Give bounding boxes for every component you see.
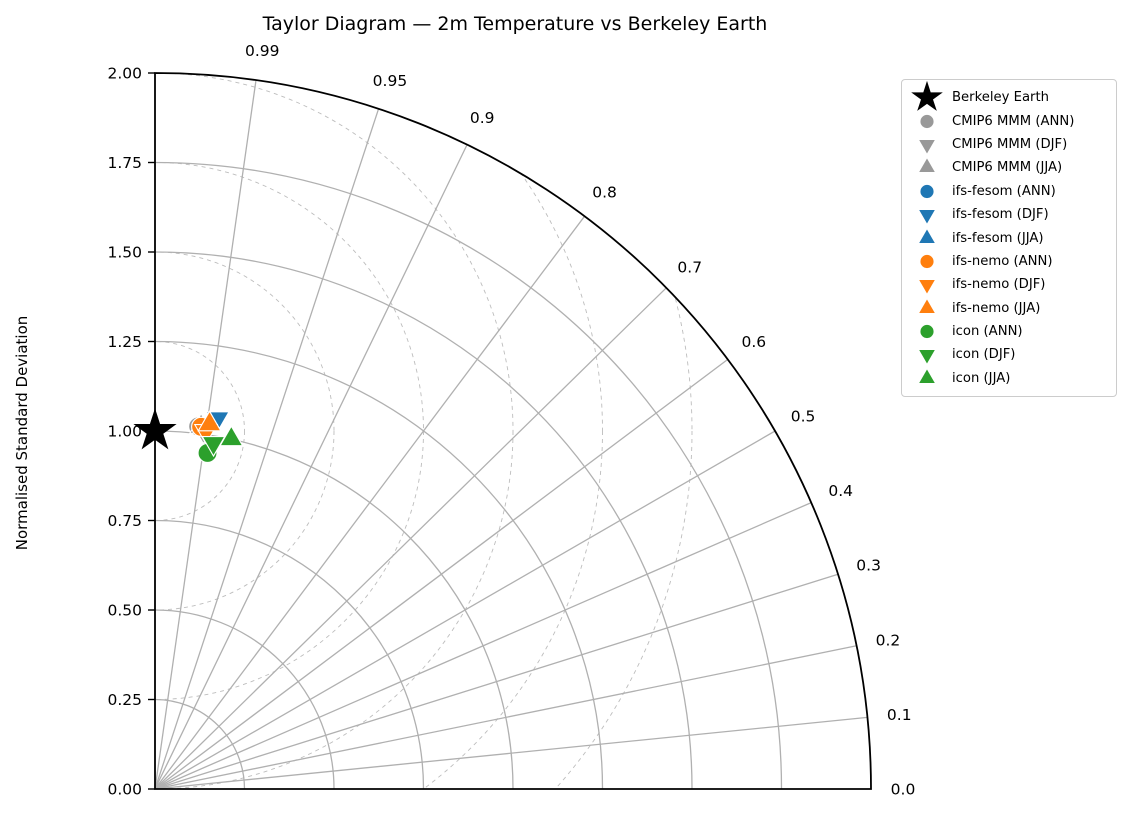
triangle-down-icon (908, 343, 946, 366)
triangle-down-icon (908, 273, 946, 296)
triangle-up-icon (908, 367, 946, 390)
correlation-tick-label: 0.3 (856, 557, 881, 575)
triangle-up-icon (908, 227, 946, 250)
legend-entry-cmip6-mmm-ann: CMIP6 MMM (ANN) (908, 109, 1110, 132)
circle-icon (908, 110, 946, 133)
std-grid-arc (154, 251, 693, 790)
correlation-grid-line (154, 716, 868, 790)
legend-entry-ifs-fesom-ann: ifs-fesom (ANN) (908, 180, 1110, 203)
radial-tick-label: 2.00 (107, 65, 142, 83)
std-grid-arc (154, 609, 335, 790)
legend-entry-icon-ann: icon (ANN) (908, 320, 1110, 343)
correlation-grid-line (154, 215, 586, 790)
correlation-tick-label: 0.7 (677, 258, 702, 276)
triangle-up-icon (908, 156, 946, 179)
legend-label: CMIP6 MMM (ANN) (952, 113, 1075, 129)
correlation-grid-line (154, 645, 857, 790)
triangle-down-icon (908, 203, 946, 226)
radial-tick-label: 0.25 (107, 691, 142, 709)
legend-label: CMIP6 MMM (JJA) (952, 160, 1063, 176)
correlation-tick-label: 0.99 (245, 42, 280, 60)
legend-entry-berkeley-earth: Berkeley Earth (908, 81, 1110, 112)
legend-label: icon (DJF) (952, 347, 1016, 363)
correlation-grid-line (154, 502, 812, 790)
rms-contour (155, 73, 514, 789)
rms-contour (155, 251, 335, 611)
star-icon (908, 81, 946, 112)
series-marker-icon-jja (219, 425, 244, 447)
legend-label: Berkeley Earth (952, 90, 1049, 106)
radial-tick-label: 1.50 (107, 244, 142, 262)
legend-label: ifs-fesom (DJF) (952, 207, 1049, 223)
legend-entry-icon-djf: icon (DJF) (908, 343, 1110, 366)
radial-tick-label: 1.75 (107, 154, 142, 172)
radial-tick-label: 0.75 (107, 512, 142, 530)
correlation-grid-line (154, 573, 839, 790)
radial-tick-label: 0.00 (107, 781, 142, 799)
std-grid-arc (154, 340, 604, 790)
correlation-grid-line (154, 108, 380, 790)
correlation-tick-label: 0.4 (828, 482, 853, 500)
rms-contour (155, 341, 245, 521)
legend-entry-ifs-fesom-djf: ifs-fesom (DJF) (908, 203, 1110, 226)
circle-icon (908, 250, 946, 273)
legend-entry-ifs-nemo-djf: ifs-nemo (DJF) (908, 273, 1110, 296)
chart-title: Taylor Diagram — 2m Temperature vs Berke… (262, 13, 768, 35)
std-grid-arc (154, 161, 783, 790)
correlation-tick-label: 0.0 (891, 781, 916, 799)
legend-entry-ifs-nemo-jja: ifs-nemo (JJA) (908, 297, 1110, 320)
correlation-tick-label: 0.1 (887, 706, 912, 724)
reference-marker-berkeley-earth (133, 408, 177, 450)
series-marker-icon-djf (201, 436, 226, 458)
correlation-tick-label: 0.5 (791, 408, 816, 426)
legend: Berkeley Earth CMIP6 MMM (ANN) CMIP6 MMM (… (901, 79, 1117, 398)
legend-entry-ifs-fesom-jja: ifs-fesom (JJA) (908, 226, 1110, 249)
legend-label: ifs-fesom (JJA) (952, 230, 1044, 246)
legend-entry-ifs-nemo-ann: ifs-nemo (ANN) (908, 250, 1110, 273)
triangle-up-icon (908, 297, 946, 320)
radial-tick-label: 1.25 (107, 333, 142, 351)
correlation-grid-line (154, 430, 776, 790)
legend-label: icon (JJA) (952, 370, 1011, 386)
legend-label: ifs-nemo (ANN) (952, 253, 1053, 269)
legend-entry-cmip6-mmm-jja: CMIP6 MMM (JJA) (908, 156, 1110, 179)
series-marker-ifs-nemo-jja (197, 410, 222, 432)
radial-tick-label: 0.50 (107, 602, 142, 620)
legend-label: CMIP6 MMM (DJF) (952, 136, 1068, 152)
correlation-tick-label: 0.9 (470, 109, 495, 127)
correlation-tick-label: 0.2 (876, 631, 901, 649)
correlation-grid-line (154, 144, 468, 790)
legend-label: ifs-nemo (JJA) (952, 300, 1041, 316)
correlation-tick-label: 0.95 (373, 72, 408, 90)
legend-label: ifs-nemo (DJF) (952, 277, 1046, 293)
plot-boundary (154, 72, 872, 790)
legend-label: icon (ANN) (952, 324, 1023, 340)
legend-entry-cmip6-mmm-djf: CMIP6 MMM (DJF) (908, 133, 1110, 156)
correlation-grid-line (154, 358, 729, 790)
correlation-tick-label: 0.8 (592, 184, 617, 202)
correlation-grid-line (154, 287, 667, 790)
rms-contour (155, 73, 603, 789)
std-grid-arc (154, 430, 514, 790)
std-grid-arc (154, 519, 425, 790)
legend-label: ifs-fesom (ANN) (952, 183, 1056, 199)
triangle-down-icon (908, 133, 946, 156)
legend-entry-icon-jja: icon (JJA) (908, 367, 1110, 390)
circle-icon (908, 320, 946, 343)
radial-tick-label: 1.00 (107, 423, 142, 441)
correlation-tick-label: 0.6 (741, 333, 766, 351)
circle-icon (908, 180, 946, 203)
rms-contour (155, 73, 693, 789)
